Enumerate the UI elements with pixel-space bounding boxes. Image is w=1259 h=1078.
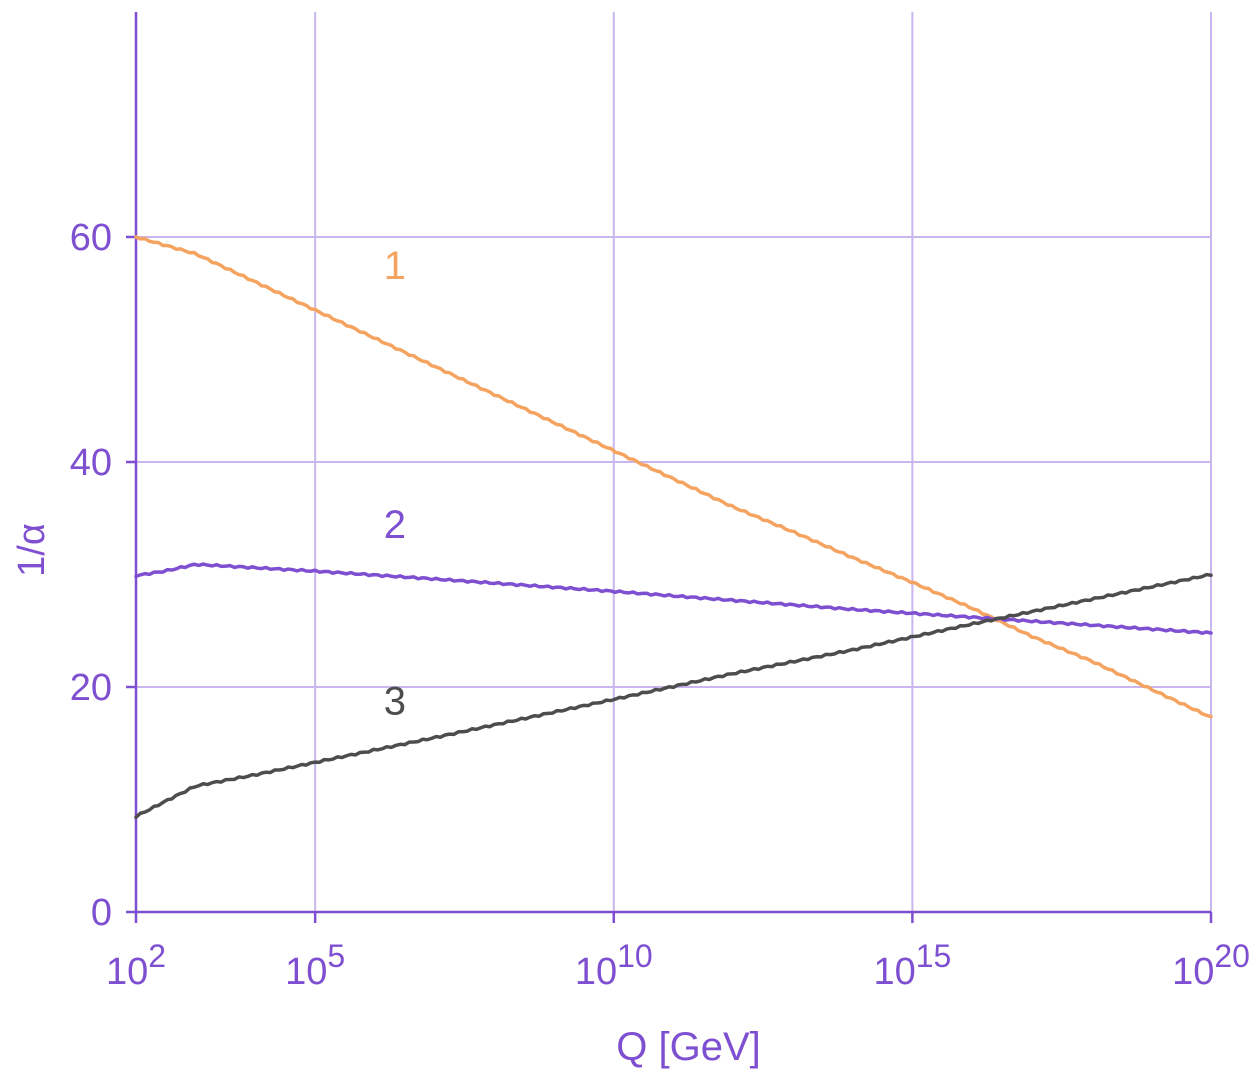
x-tick-label: 1015 (873, 938, 951, 993)
series-label-3: 3 (384, 680, 406, 724)
label-layer: 1 2 3 (384, 244, 406, 723)
series-line-2 (134, 562, 1213, 636)
axis-layer: 0 20 40 60 102 105 1010 1015 1020 (70, 12, 1250, 993)
x-tick-label: 1010 (575, 938, 653, 993)
grid-layer (136, 12, 1212, 912)
y-tick-label: 20 (70, 667, 112, 709)
y-tick-label: 40 (70, 442, 112, 484)
x-tick-label: 1020 (1172, 938, 1250, 993)
y-tick-label: 0 (91, 892, 112, 934)
series-layer (134, 235, 1213, 819)
series-label-1: 1 (384, 244, 406, 288)
x-axis-title: Q [GeV] (616, 1025, 761, 1069)
x-tick-label: 102 (106, 938, 166, 993)
y-tick-label: 60 (70, 217, 112, 259)
series-label-2: 2 (384, 503, 406, 547)
y-axis-title: 1/α (11, 523, 53, 577)
series-line-1 (134, 235, 1213, 719)
x-tick-label: 105 (285, 938, 345, 993)
series-line-3 (134, 572, 1213, 819)
